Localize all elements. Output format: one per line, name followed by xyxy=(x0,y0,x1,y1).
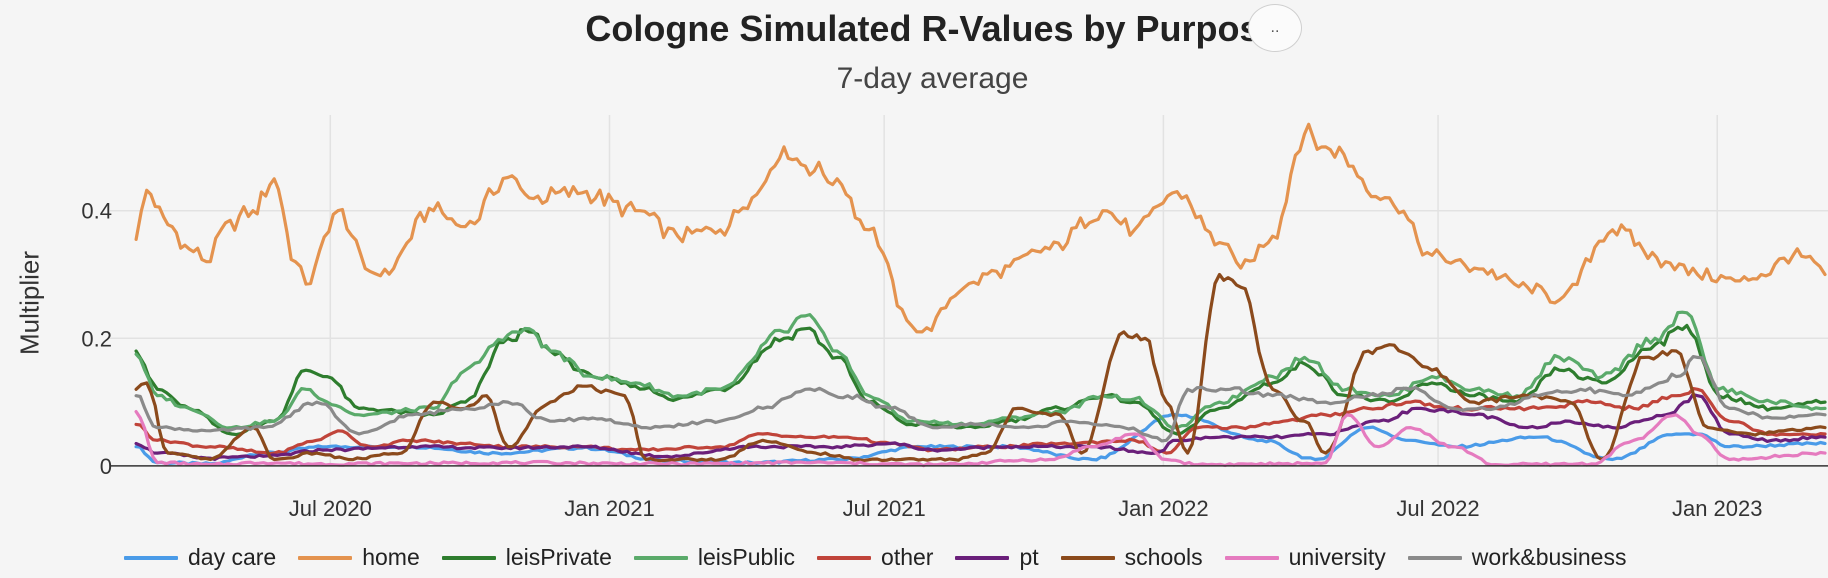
legend-swatch xyxy=(955,555,1010,560)
legend-label: leisPublic xyxy=(697,544,796,570)
legend-label: university xyxy=(1288,544,1386,570)
series-line-schools xyxy=(134,272,1827,463)
x-tick-label: Jan 2022 xyxy=(1118,496,1209,521)
legend-swatch xyxy=(441,555,496,560)
legend-label: home xyxy=(362,544,420,570)
legend-label: day care xyxy=(188,544,277,570)
legend-swatch xyxy=(633,555,688,560)
x-tick-label: Jul 2020 xyxy=(289,496,372,521)
x-tick-label: Jan 2023 xyxy=(1672,496,1763,521)
chart-menu-button[interactable]: .. xyxy=(1248,4,1302,52)
legend-item-home[interactable]: home xyxy=(298,544,420,571)
legend-item-day-care[interactable]: day care xyxy=(124,544,276,571)
legend-item-pt[interactable]: pt xyxy=(955,544,1039,571)
series-line-university xyxy=(134,410,1827,468)
y-tick-label: 0.4 xyxy=(81,199,112,224)
legend: day care home leisPrivate leisPublic other pt… xyxy=(124,544,1648,571)
legend-label: leisPrivate xyxy=(505,544,612,570)
legend-item-leisprivate[interactable]: leisPrivate xyxy=(441,544,612,571)
legend-swatch xyxy=(817,555,872,560)
y-tick-label: 0 xyxy=(100,454,112,479)
x-tick-label: Jan 2021 xyxy=(564,496,655,521)
series-line-work-business xyxy=(134,355,1827,443)
chart-subtitle: 7-day average xyxy=(836,62,1029,95)
legend-swatch xyxy=(1407,555,1462,560)
x-tick-label: Jul 2021 xyxy=(843,496,926,521)
legend-label: work&business xyxy=(1471,544,1627,570)
x-tick-label: Jul 2022 xyxy=(1396,496,1479,521)
legend-label: pt xyxy=(1019,544,1039,570)
series-line-leisprivate xyxy=(134,323,1827,437)
chart-title: Cologne Simulated R-Values by Purpose xyxy=(585,8,1280,49)
legend-item-university[interactable]: university xyxy=(1224,544,1386,571)
y-tick-label: 0.2 xyxy=(81,326,112,351)
legend-label: other xyxy=(881,544,934,570)
series-lines xyxy=(134,122,1827,468)
axes: 0 0.2 0.4 Jul 2020 Jan 2021 Jul 2021 Jan 2022 J… xyxy=(81,199,1828,521)
legend-item-leispublic[interactable]: leisPublic xyxy=(633,544,796,571)
legend-item-work-business[interactable]: work&business xyxy=(1407,544,1627,571)
legend-item-schools[interactable]: schools xyxy=(1060,544,1203,571)
legend-swatch xyxy=(1060,555,1115,560)
legend-swatch xyxy=(1224,555,1279,560)
legend-swatch xyxy=(298,555,353,560)
series-line-pt xyxy=(134,393,1827,461)
legend-swatch xyxy=(124,555,178,560)
legend-item-other[interactable]: other xyxy=(817,544,933,571)
series-line-home xyxy=(134,122,1827,334)
legend-label: schools xyxy=(1124,544,1203,570)
